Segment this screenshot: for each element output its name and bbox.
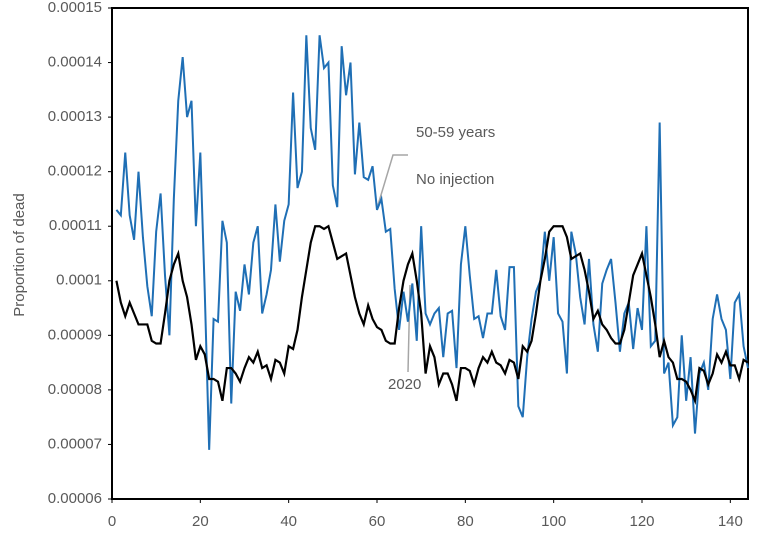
x-tick-label: 120	[629, 513, 654, 530]
annotation: 2020	[388, 376, 421, 393]
y-axis-label: Proportion of dead	[11, 193, 28, 316]
y-tick-label: 0.00009	[48, 326, 102, 343]
y-tick-label: 0.00014	[48, 54, 102, 71]
y-tick-label: 0.00013	[48, 108, 102, 125]
x-tick-label: 0	[108, 513, 116, 530]
leader-line	[377, 154, 408, 206]
series-line	[115, 224, 749, 406]
y-tick-label: 0.00006	[48, 490, 102, 507]
x-tick-label: 60	[369, 513, 386, 530]
y-tick-label: 0.00008	[48, 381, 102, 398]
plot-frame	[111, 7, 749, 500]
x-tick-label: 80	[457, 513, 474, 530]
y-tick-label: 0.00007	[48, 435, 102, 452]
x-tick-label: 100	[541, 513, 566, 530]
annotation: No injection	[416, 171, 494, 188]
x-tick-label: 20	[192, 513, 209, 530]
annotation: 50-59 years	[416, 124, 495, 141]
y-tick-label: 0.0001	[56, 272, 102, 289]
x-tick-label: 40	[280, 513, 297, 530]
y-tick-label: 0.00012	[48, 163, 102, 180]
y-tick-label: 0.00015	[48, 0, 102, 16]
series-line	[115, 35, 749, 450]
x-tick-label: 140	[718, 513, 743, 530]
y-tick-label: 0.00011	[49, 217, 102, 234]
